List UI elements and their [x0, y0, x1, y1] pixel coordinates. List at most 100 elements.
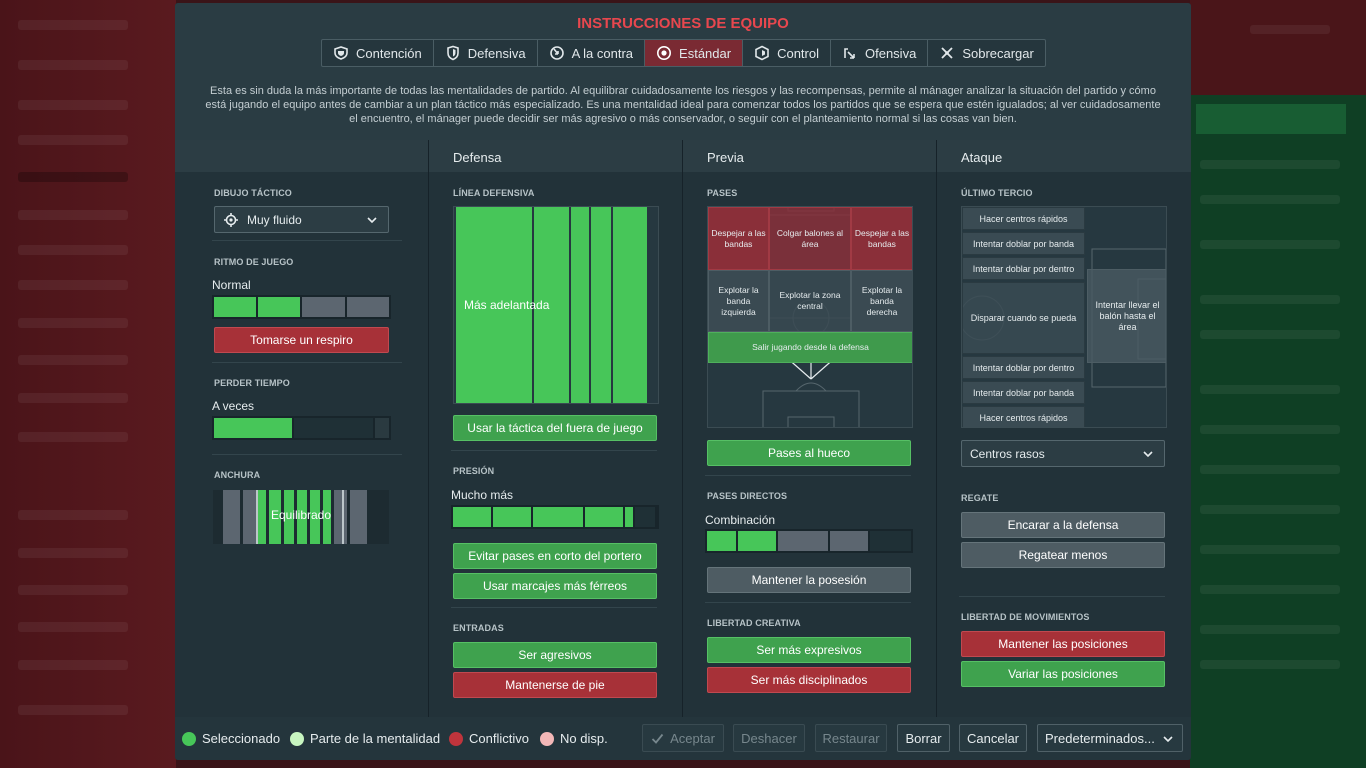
borrar-button[interactable]: Borrar	[897, 724, 950, 752]
mentality-tabs: Contención Defensiva A la contra Estánda…	[321, 39, 1046, 67]
pases-cell[interactable]: Despejar a las bandas	[851, 207, 912, 270]
ritmo-slider[interactable]	[212, 295, 391, 319]
ritmo-label: RITMO DE JUEGO	[214, 257, 294, 267]
tab-sobrecargar[interactable]: Sobrecargar	[928, 40, 1045, 66]
pases-label: PASES	[707, 188, 738, 198]
tomarse-un-respiro-button[interactable]: Tomarse un respiro	[214, 327, 389, 353]
tab-defensiva[interactable]: Defensiva	[434, 40, 538, 66]
legend-dot	[540, 731, 554, 746]
dibujo-label: DIBUJO TÁCTICO	[214, 188, 292, 198]
tab-label: Contención	[356, 45, 422, 61]
tab-estandar[interactable]: Estándar	[645, 40, 744, 66]
linea-defensiva-pitch[interactable]: Más adelantada	[453, 206, 659, 404]
shield-wide-icon	[334, 46, 348, 60]
tab-contencion[interactable]: Contención	[322, 40, 434, 66]
mentality-description: Esta es sin duda la más importante de to…	[205, 85, 1161, 125]
balanced-icon	[657, 46, 672, 60]
chevron-down-icon	[1163, 736, 1173, 743]
defensa-column-header: Defensa	[429, 140, 682, 172]
ultimo-tercio-item[interactable]: Intentar doblar por dentro	[962, 356, 1085, 379]
pases-cell[interactable]: Explotar la banda izquierda	[708, 270, 769, 332]
pases-directos-slider[interactable]	[705, 529, 913, 553]
ser-agresivos-button[interactable]: Ser agresivos	[453, 642, 657, 668]
defensa-column: LÍNEA DEFENSIVA Más adelantada Usar la t…	[429, 172, 682, 717]
ultimo-tercio-label: ÚLTIMO TERCIO	[961, 188, 1033, 198]
pases-cell[interactable]: Explotar la banda derecha	[851, 270, 912, 332]
anchura-value: Equilibrado	[270, 508, 332, 522]
ultimo-tercio-pitch: Hacer centros rápidos Intentar doblar po…	[961, 206, 1167, 428]
ultimo-tercio-item[interactable]: Disparar cuando se pueda	[962, 282, 1085, 354]
anchura-slider[interactable]: Equilibrado	[213, 490, 389, 544]
tab-label: Control	[777, 45, 819, 61]
ataque-title: Ataque	[961, 150, 1003, 165]
evitar-pases-portero-button[interactable]: Evitar pases en corto del portero	[453, 543, 657, 569]
tab-ofensiva[interactable]: Ofensiva	[831, 40, 929, 66]
perder-value: A veces	[212, 399, 255, 413]
variar-posiciones-button[interactable]: Variar las posiciones	[961, 661, 1165, 687]
restaurar-button[interactable]: Restaurar	[815, 724, 887, 752]
aceptar-label: Aceptar	[670, 730, 715, 746]
tab-a-la-contra[interactable]: A la contra	[538, 40, 646, 66]
chevron-down-icon	[367, 217, 377, 224]
linea-defensiva-label: LÍNEA DEFENSIVA	[453, 188, 535, 198]
centros-dropdown[interactable]: Centros rasos	[961, 440, 1165, 467]
pases-al-hueco-button[interactable]: Pases al hueco	[707, 440, 911, 466]
fuera-de-juego-button[interactable]: Usar la táctica del fuera de juego	[453, 415, 657, 441]
regatear-menos-button[interactable]: Regatear menos	[961, 542, 1165, 568]
libertad-creativa-label: LIBERTAD CREATIVA	[707, 618, 801, 628]
pases-cell[interactable]: Explotar la zona central	[769, 270, 851, 332]
attack-arrow-icon	[844, 48, 855, 59]
mantenerse-de-pie-button[interactable]: Mantenerse de pie	[453, 672, 657, 698]
deshacer-button[interactable]: Deshacer	[733, 724, 805, 752]
ultimo-tercio-item[interactable]: Hacer centros rápidos	[962, 406, 1085, 427]
background-left-panel	[0, 0, 176, 768]
ser-mas-expresivos-button[interactable]: Ser más expresivos	[707, 637, 911, 663]
legend-label: Seleccionado	[202, 731, 281, 746]
legend-unavailable: No disp.	[540, 731, 608, 746]
tab-control[interactable]: Control	[743, 40, 831, 66]
salir-jugando-cell[interactable]: Salir jugando desde la defensa	[708, 332, 912, 363]
ultimo-tercio-item[interactable]: Intentar doblar por banda	[962, 381, 1085, 404]
previa-column: PASES Despejar a las bandas Colgar balon…	[683, 172, 936, 717]
legend-dot	[449, 731, 463, 746]
tab-label: Estándar	[679, 45, 732, 61]
cancelar-button[interactable]: Cancelar	[959, 724, 1027, 752]
shield-icon	[446, 45, 459, 61]
anchura-label: ANCHURA	[214, 470, 261, 480]
legend-label: No disp.	[560, 731, 608, 746]
pases-directos-value: Combinación	[705, 513, 776, 527]
pases-cell[interactable]: Colgar balones al área	[769, 207, 851, 270]
libertad-movimientos-label: LIBERTAD DE MOVIMIENTOS	[961, 612, 1090, 622]
previa-column-header: Previa	[683, 140, 936, 172]
predeterminados-label: Predeterminados...	[1045, 730, 1155, 746]
control-icon	[755, 45, 769, 61]
general-column-header	[175, 140, 428, 172]
tab-label: Defensiva	[467, 45, 526, 61]
aceptar-button[interactable]: Aceptar	[642, 724, 724, 752]
ultimo-tercio-item[interactable]: Intentar doblar por dentro	[962, 257, 1085, 280]
linea-defensiva-value: Más adelantada	[464, 298, 550, 312]
legend-conflict: Conflictivo	[449, 731, 529, 746]
ser-mas-disciplinados-button[interactable]: Ser más disciplinados	[707, 667, 911, 693]
check-icon	[651, 733, 664, 744]
perder-slider[interactable]	[212, 416, 391, 440]
general-column: DIBUJO TÁCTICO Muy fluido RITMO DE JUEGO…	[175, 172, 428, 717]
presion-slider[interactable]	[451, 505, 659, 529]
legend-label: Conflictivo	[469, 731, 529, 746]
mantener-posesion-button[interactable]: Mantener la posesión	[707, 567, 911, 593]
ultimo-tercio-item[interactable]: Intentar doblar por banda	[962, 232, 1085, 255]
marcajes-ferreos-button[interactable]: Usar marcajes más férreos	[453, 573, 657, 599]
ultimo-tercio-item[interactable]: Hacer centros rápidos	[962, 207, 1085, 230]
mantener-posiciones-button[interactable]: Mantener las posiciones	[961, 631, 1165, 657]
encarar-defensa-button[interactable]: Encarar a la defensa	[961, 512, 1165, 538]
perder-label: PERDER TIEMPO	[214, 378, 290, 388]
regate-label: REGATE	[961, 493, 999, 503]
dibujo-dropdown[interactable]: Muy fluido	[214, 206, 389, 233]
legend-mentality: Parte de la mentalidad	[290, 731, 440, 746]
pases-cell[interactable]: Despejar a las bandas	[708, 207, 769, 270]
team-instructions-modal: INSTRUCCIONES DE EQUIPO Contención Defen…	[175, 3, 1191, 760]
modal-footer: Seleccionado Parte de la mentalidad Conf…	[175, 717, 1191, 760]
predeterminados-dropdown[interactable]: Predeterminados...	[1037, 724, 1183, 752]
overload-icon	[941, 47, 953, 59]
llevar-balon-area-cell[interactable]: Intentar llevar el balón hasta el área	[1087, 269, 1166, 363]
